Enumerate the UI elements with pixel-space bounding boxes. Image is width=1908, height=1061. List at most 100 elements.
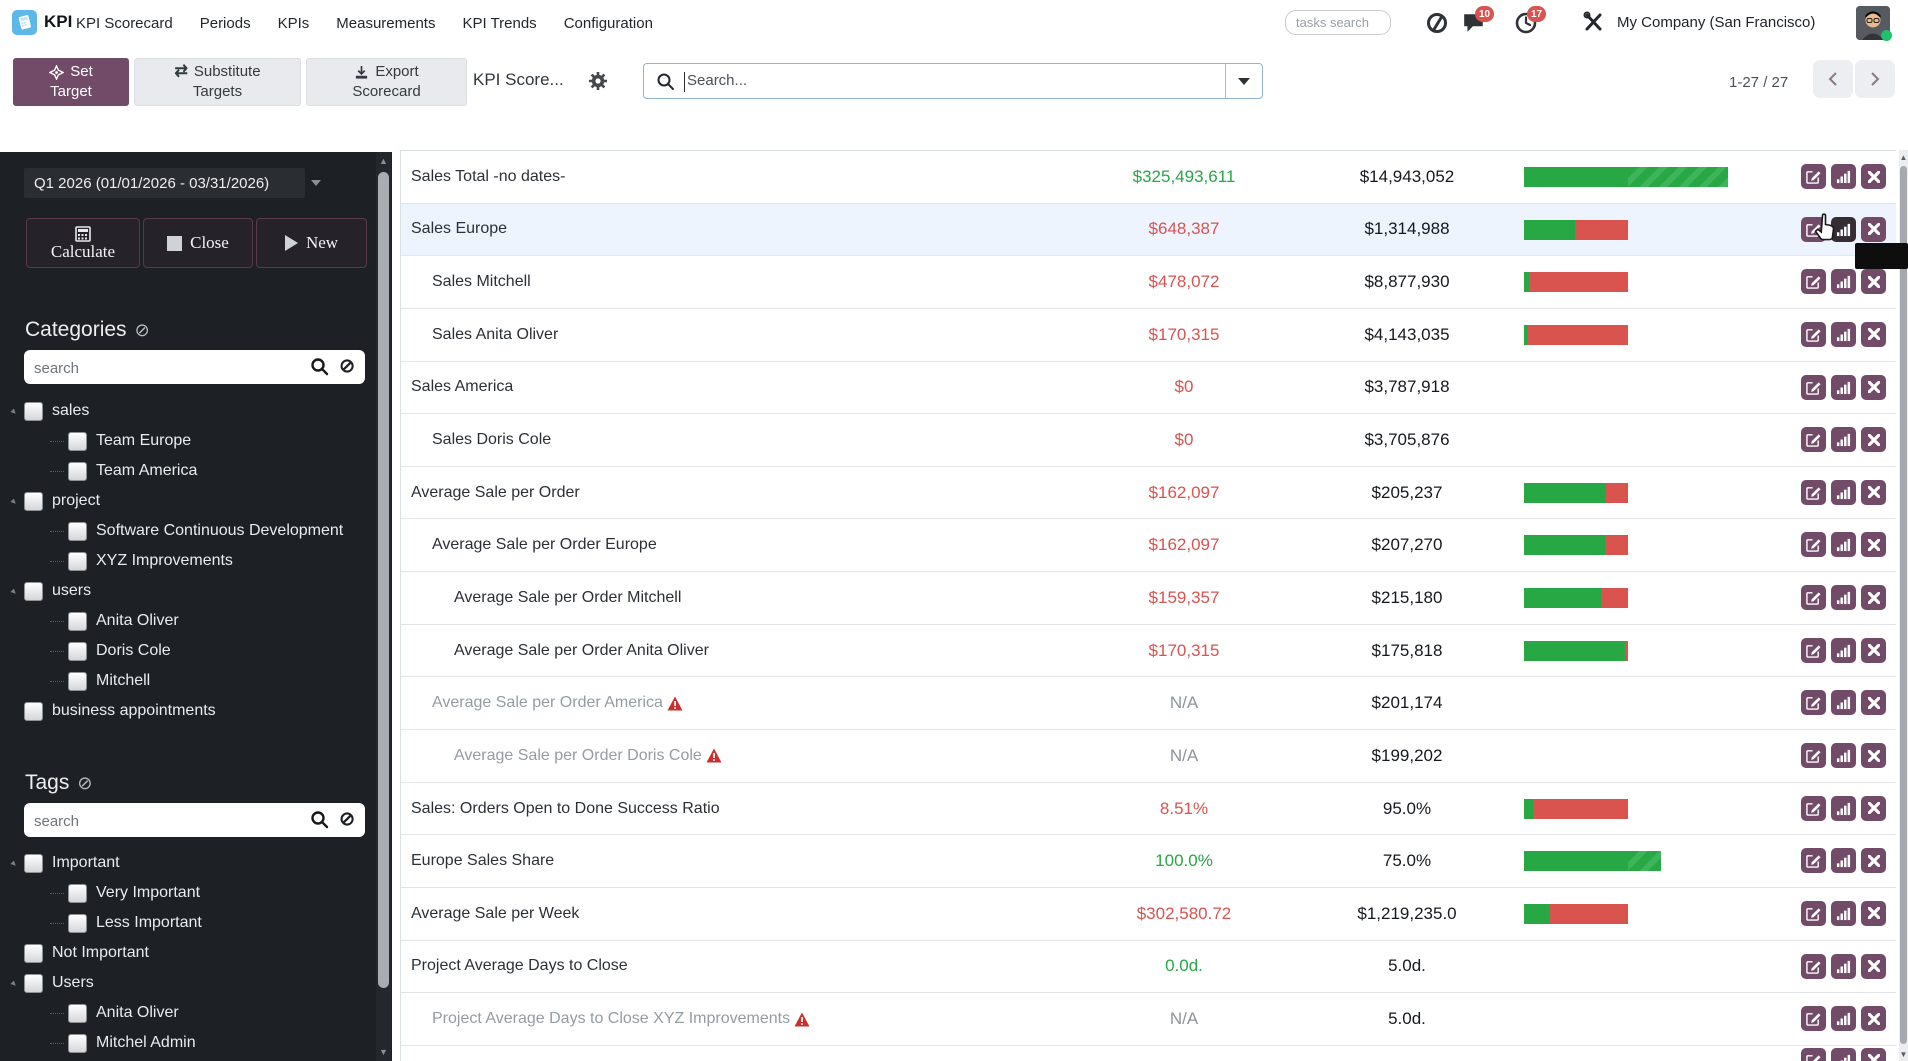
checkbox[interactable] <box>68 551 87 571</box>
period-select[interactable]: Q1 2026 (01/01/2026 - 03/31/2026) <box>24 168 321 198</box>
checkbox[interactable] <box>68 611 87 631</box>
tree-expander-icon[interactable]: ▾ <box>8 496 20 508</box>
edit-button[interactable] <box>1801 532 1826 558</box>
delete-button[interactable] <box>1861 427 1886 453</box>
tree-item-label[interactable]: XYZ Improvements <box>96 552 233 569</box>
chart-button[interactable] <box>1831 216 1856 242</box>
set-target-button[interactable]: Set Target <box>13 58 129 106</box>
chart-button[interactable] <box>1831 374 1856 400</box>
checkbox[interactable] <box>68 671 87 691</box>
edit-button[interactable] <box>1801 848 1826 874</box>
kpi-row[interactable]: Average Sale per Order America N/A $201,17… <box>401 677 1896 731</box>
delete-button[interactable] <box>1861 795 1886 821</box>
kpi-row[interactable]: Average Sale per Order $162,097 $205,237 <box>401 466 1896 520</box>
chart-button[interactable] <box>1831 479 1856 505</box>
clear-filter-icon[interactable]: ⊘ <box>77 772 93 793</box>
chart-button[interactable] <box>1831 743 1856 769</box>
kpi-row[interactable]: Sales Doris Cole $0 $3,705,876 <box>401 414 1896 467</box>
chart-button[interactable] <box>1831 1006 1856 1032</box>
checkbox[interactable] <box>24 491 43 511</box>
edit-button[interactable] <box>1801 374 1826 400</box>
tasks-search-input[interactable] <box>1285 10 1391 35</box>
kpi-row[interactable]: Sales Anita Oliver $170,315 $4,143,035 <box>401 308 1896 362</box>
kpi-row[interactable]: Sales Europe $648,387 $1,314,988 <box>401 203 1896 257</box>
pager-next-button[interactable] <box>1855 60 1895 98</box>
tree-item-label[interactable]: Not Important <box>52 944 149 961</box>
tree-item-label[interactable]: Anita Oliver <box>96 612 179 629</box>
main-scrollbar-thumb[interactable] <box>1900 166 1907 1044</box>
tree-item-label[interactable]: Team Europe <box>96 432 192 449</box>
records-search-bar[interactable]: Search... <box>643 63 1263 99</box>
checkbox[interactable] <box>24 581 43 601</box>
edit-button[interactable] <box>1801 953 1826 979</box>
gear-icon[interactable] <box>588 71 608 91</box>
tree-item-label[interactable]: Less Important <box>96 914 202 931</box>
tree-item-label[interactable]: project <box>52 492 101 509</box>
tree-item-label[interactable]: Important <box>52 854 120 871</box>
chart-button[interactable] <box>1831 953 1856 979</box>
checkbox[interactable] <box>24 943 43 963</box>
checkbox[interactable] <box>68 1033 87 1053</box>
edit-button[interactable] <box>1801 479 1826 505</box>
delete-button[interactable] <box>1861 269 1886 295</box>
tree-expander-icon[interactable]: ▾ <box>8 978 20 990</box>
edit-button[interactable] <box>1801 1047 1826 1061</box>
delete-button[interactable] <box>1861 164 1886 189</box>
checkbox[interactable] <box>68 913 87 933</box>
categories-search-input[interactable] <box>32 355 286 381</box>
checkbox[interactable] <box>68 521 87 541</box>
tree-item-label[interactable]: Team America <box>96 462 198 479</box>
search-icon[interactable] <box>310 810 329 829</box>
edit-button[interactable] <box>1801 164 1826 189</box>
edit-button[interactable] <box>1801 900 1826 926</box>
checkbox[interactable] <box>68 641 87 661</box>
tree-item-label[interactable]: users <box>52 582 92 599</box>
edit-button[interactable] <box>1801 427 1826 453</box>
chart-button[interactable] <box>1831 637 1856 663</box>
kpi-row[interactable]: Average Sale per Order Europe $162,097 $20… <box>401 519 1896 573</box>
delete-button[interactable] <box>1861 216 1886 242</box>
edit-button[interactable] <box>1801 269 1826 295</box>
edit-button[interactable] <box>1801 321 1826 347</box>
export-scorecard-button[interactable]: Export Scorecard <box>306 58 467 106</box>
delete-button[interactable] <box>1861 1006 1886 1032</box>
kpi-row-partial[interactable] <box>401 1045 1896 1061</box>
tree-item-label[interactable]: Doris Cole <box>96 642 171 659</box>
edit-button[interactable] <box>1801 585 1826 611</box>
checkbox[interactable] <box>68 1003 87 1023</box>
kpi-row[interactable]: Project Average Days to Close XYZ Improv… <box>401 993 1896 1046</box>
kpi-row[interactable]: Sales Mitchell $478,072 $8,877,930 <box>401 256 1896 309</box>
delete-button[interactable] <box>1861 637 1886 663</box>
edit-button[interactable] <box>1801 743 1826 769</box>
checkbox[interactable] <box>24 973 43 993</box>
menu-measurements[interactable]: Measurements <box>336 14 436 32</box>
chart-button[interactable] <box>1831 690 1856 716</box>
edit-button[interactable] <box>1801 795 1826 821</box>
chart-button[interactable] <box>1831 585 1856 611</box>
messages-icon[interactable]: 10 <box>1462 6 1494 35</box>
kpi-row[interactable]: Europe Sales Share 100.0% 75.0% <box>401 835 1896 888</box>
chart-button[interactable] <box>1831 848 1856 874</box>
tree-expander-icon[interactable]: ▾ <box>8 586 20 598</box>
menu-kpi-trends[interactable]: KPI Trends <box>462 14 537 32</box>
delete-button[interactable] <box>1861 321 1886 347</box>
kpi-row[interactable]: Average Sale per Order Doris Cole N/A $199… <box>401 730 1896 783</box>
chart-button[interactable] <box>1831 427 1856 453</box>
delete-button[interactable] <box>1861 848 1886 874</box>
tags-search-input[interactable] <box>32 808 286 834</box>
kpi-row[interactable]: Average Sale per Order Anita Oliver $170,… <box>401 624 1896 678</box>
menu-periods[interactable]: Periods <box>199 14 251 32</box>
kpi-row[interactable]: Average Sale per Order Mitchell $159,357 $… <box>401 572 1896 625</box>
delete-button[interactable] <box>1861 532 1886 558</box>
chart-button[interactable] <box>1831 321 1856 347</box>
kpi-row[interactable]: Sales Total -no dates- $325,493,611 $14,94… <box>401 151 1896 204</box>
edit-button[interactable] <box>1801 1006 1826 1032</box>
chart-button[interactable] <box>1831 164 1856 189</box>
new-period-button[interactable]: New <box>256 218 367 268</box>
delete-button[interactable] <box>1861 585 1886 611</box>
tree-item-label[interactable]: Very Important <box>96 884 201 901</box>
checkbox[interactable] <box>68 431 87 451</box>
categories-search[interactable]: ⊘ <box>24 350 365 384</box>
delete-button[interactable] <box>1861 1047 1886 1061</box>
chart-button[interactable] <box>1831 532 1856 558</box>
